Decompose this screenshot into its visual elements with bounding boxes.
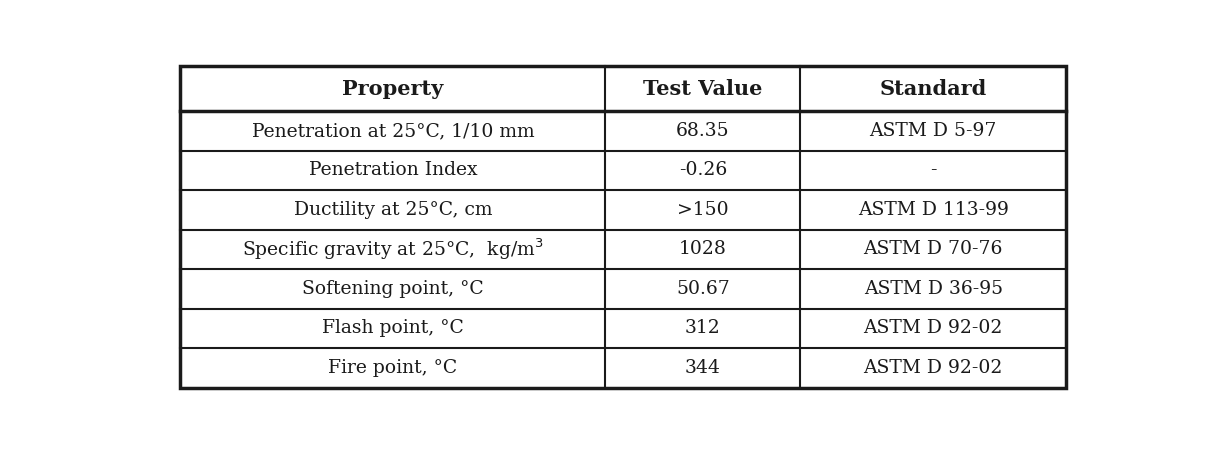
Text: Penetration at 25°C, 1/10 mm: Penetration at 25°C, 1/10 mm [252,122,534,140]
Text: ASTM D 113-99: ASTM D 113-99 [857,201,1009,219]
Text: 312: 312 [685,320,721,338]
Text: Standard: Standard [879,79,987,99]
Text: ASTM D 5-97: ASTM D 5-97 [869,122,997,140]
Text: >150: >150 [677,201,728,219]
Text: Specific gravity at 25°C,  kg/m$^3$: Specific gravity at 25°C, kg/m$^3$ [242,237,544,262]
Text: -: - [930,162,936,180]
Text: 344: 344 [685,359,721,377]
Text: -0.26: -0.26 [679,162,727,180]
Text: Softening point, °C: Softening point, °C [302,280,484,298]
Text: 68.35: 68.35 [676,122,730,140]
Text: Property: Property [342,79,444,99]
Text: Test Value: Test Value [643,79,762,99]
Text: ASTM D 70-76: ASTM D 70-76 [863,240,1003,258]
Text: ASTM D 92-02: ASTM D 92-02 [863,320,1003,338]
Text: 1028: 1028 [679,240,727,258]
Text: ASTM D 92-02: ASTM D 92-02 [863,359,1003,377]
Text: Flash point, °C: Flash point, °C [322,320,463,338]
Text: ASTM D 36-95: ASTM D 36-95 [863,280,1003,298]
Text: 50.67: 50.67 [676,280,730,298]
Text: Fire point, °C: Fire point, °C [328,359,457,377]
Text: Penetration Index: Penetration Index [309,162,477,180]
Text: Ductility at 25°C, cm: Ductility at 25°C, cm [293,201,492,219]
